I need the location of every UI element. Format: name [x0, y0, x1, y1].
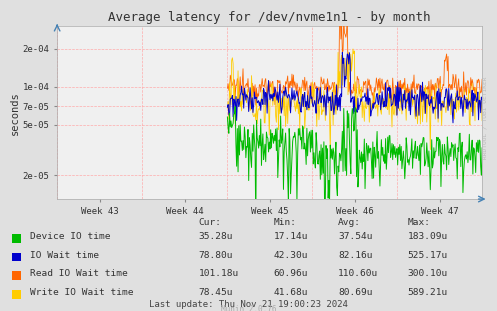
- Text: Avg:: Avg:: [338, 218, 361, 227]
- Text: Min:: Min:: [273, 218, 296, 227]
- Text: 101.18u: 101.18u: [199, 269, 239, 278]
- Text: 80.69u: 80.69u: [338, 288, 372, 297]
- Text: Write IO Wait time: Write IO Wait time: [30, 288, 133, 297]
- Text: 82.16u: 82.16u: [338, 251, 372, 259]
- Text: 525.17u: 525.17u: [408, 251, 448, 259]
- Text: 17.14u: 17.14u: [273, 232, 308, 241]
- Text: Max:: Max:: [408, 218, 430, 227]
- Text: 42.30u: 42.30u: [273, 251, 308, 259]
- Text: Last update: Thu Nov 21 19:00:23 2024: Last update: Thu Nov 21 19:00:23 2024: [149, 300, 348, 309]
- Text: 110.60u: 110.60u: [338, 269, 378, 278]
- Text: Munin 2.0.76: Munin 2.0.76: [221, 305, 276, 311]
- Text: 37.54u: 37.54u: [338, 232, 372, 241]
- Text: 183.09u: 183.09u: [408, 232, 448, 241]
- Text: 78.80u: 78.80u: [199, 251, 233, 259]
- Text: 35.28u: 35.28u: [199, 232, 233, 241]
- Text: Read IO Wait time: Read IO Wait time: [30, 269, 128, 278]
- Text: Cur:: Cur:: [199, 218, 222, 227]
- Text: IO Wait time: IO Wait time: [30, 251, 99, 259]
- Text: 589.21u: 589.21u: [408, 288, 448, 297]
- Text: 78.45u: 78.45u: [199, 288, 233, 297]
- Text: RRDTOOL / TOBI OETIKER: RRDTOOL / TOBI OETIKER: [483, 77, 488, 160]
- Y-axis label: seconds: seconds: [10, 91, 20, 135]
- Text: 41.68u: 41.68u: [273, 288, 308, 297]
- Title: Average latency for /dev/nvme1n1 - by month: Average latency for /dev/nvme1n1 - by mo…: [108, 11, 431, 24]
- Text: Device IO time: Device IO time: [30, 232, 110, 241]
- Text: 300.10u: 300.10u: [408, 269, 448, 278]
- Text: 60.96u: 60.96u: [273, 269, 308, 278]
